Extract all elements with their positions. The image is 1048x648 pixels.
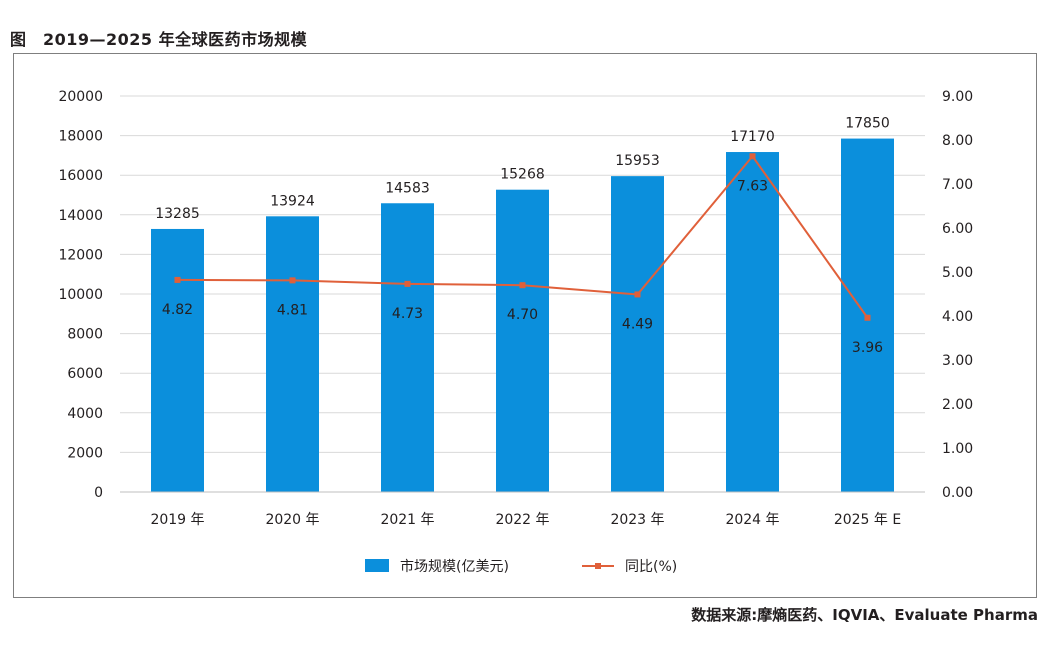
y-right-tick-label: 3.00 (942, 353, 973, 369)
bar (611, 176, 664, 492)
line-point (864, 314, 871, 321)
legend-bar-swatch (365, 559, 389, 572)
y-left-tick-label: 18000 (58, 129, 103, 145)
bar-value-label: 13285 (155, 206, 200, 222)
y-right-tick-label: 2.00 (942, 397, 973, 413)
line-point (634, 291, 641, 298)
y-left-tick-label: 0 (94, 485, 103, 501)
x-tick-label: 2024 年 (725, 512, 779, 528)
y-left-tick-label: 2000 (67, 445, 103, 461)
x-tick-label: 2021 年 (380, 512, 434, 528)
bar-value-label: 15953 (615, 153, 660, 169)
line-point (289, 277, 296, 284)
chart-frame (13, 53, 1037, 598)
y-right-tick-label: 4.00 (942, 309, 973, 325)
bar (381, 203, 434, 493)
y-left-tick-label: 12000 (58, 247, 103, 263)
line-value-label: 3.96 (852, 340, 883, 356)
bar-value-label: 15268 (500, 167, 545, 183)
y-left-tick-label: 16000 (58, 168, 103, 184)
bar (726, 152, 779, 492)
line-value-label: 4.70 (507, 307, 538, 323)
y-right-tick-label: 9.00 (942, 89, 973, 105)
legend-bar-label: 市场规模(亿美元) (400, 558, 509, 575)
y-right-tick-label: 7.00 (942, 177, 973, 193)
line-point (519, 282, 526, 289)
y-left-tick-label: 10000 (58, 287, 103, 303)
y-left-tick-label: 4000 (67, 406, 103, 422)
legend-line-label: 同比(%) (625, 559, 677, 575)
line-value-label: 4.49 (622, 316, 653, 332)
y-right-tick-label: 8.00 (942, 133, 973, 149)
y-right-tick-label: 5.00 (942, 265, 973, 281)
line-value-label: 4.81 (277, 302, 308, 318)
x-tick-label: 2020 年 (265, 512, 319, 528)
line-point (749, 153, 756, 160)
line-point (174, 276, 181, 283)
bar-value-label: 17170 (730, 129, 775, 145)
y-right-tick-label: 1.00 (942, 441, 973, 457)
x-tick-label: 2022 年 (495, 512, 549, 528)
bar-value-label: 14583 (385, 180, 430, 196)
line-value-label: 7.63 (737, 178, 768, 194)
x-tick-label: 2019 年 (150, 512, 204, 528)
y-right-tick-label: 0.00 (942, 485, 973, 501)
y-left-tick-label: 6000 (67, 366, 103, 382)
y-right-tick-label: 6.00 (942, 221, 973, 237)
line-value-label: 4.73 (392, 306, 423, 322)
y-left-tick-label: 14000 (58, 208, 103, 224)
line-point (404, 280, 411, 287)
line-value-label: 4.82 (162, 302, 193, 318)
bar-value-label: 17850 (845, 116, 890, 132)
y-left-tick-label: 20000 (58, 89, 103, 105)
figure-title: 图 2019—2025 年全球医药市场规模 (10, 30, 308, 49)
x-tick-label: 2023 年 (610, 512, 664, 528)
bar (496, 189, 549, 492)
bar (266, 216, 319, 492)
legend-line-marker (595, 563, 601, 569)
bar-value-label: 13924 (270, 193, 315, 209)
data-source-note: 数据来源:摩熵医药、IQVIA、Evaluate Pharma (691, 606, 1038, 624)
bar (151, 228, 204, 492)
x-tick-label: 2025 年 E (834, 512, 901, 528)
y-left-tick-label: 8000 (67, 327, 103, 343)
